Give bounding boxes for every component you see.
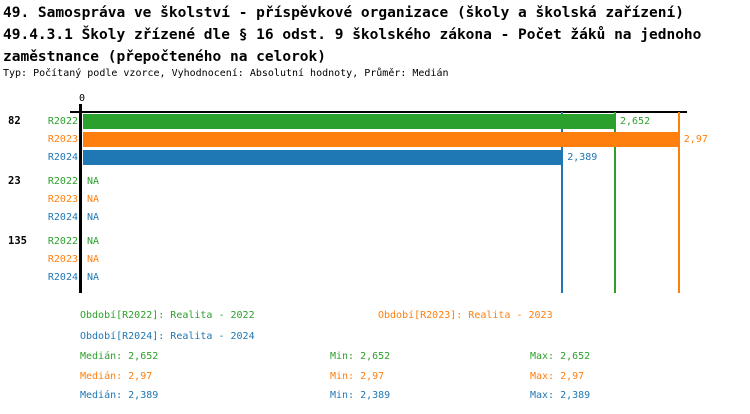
x-axis-line: [70, 111, 687, 113]
legend-period-r2024: Období[R2024]: Realita - 2024: [80, 331, 255, 342]
bar-value-label: 2,389: [567, 152, 598, 163]
series-label-r2022: R2022: [47, 176, 78, 187]
chart-subtitle: Typ: Počítaný podle vzorce, Vyhodnocení:…: [3, 68, 449, 79]
series-label-r2022: R2022: [47, 116, 78, 127]
na-label: NA: [87, 212, 100, 223]
category-label: 23: [8, 175, 21, 187]
stat-max-r2022: Max: 2,652: [530, 351, 591, 362]
median-line-r2022: [613, 112, 616, 293]
bar-r2024: [83, 150, 563, 165]
stat-max-r2023: Max: 2,97: [530, 371, 585, 382]
bar-value-label: 2,97: [683, 134, 708, 145]
series-label-r2022: R2022: [47, 236, 78, 247]
category-label: 135: [8, 235, 27, 247]
page-title-line-1: 49. Samospráva ve školství - příspěvkové…: [3, 5, 684, 21]
na-label: NA: [87, 272, 100, 283]
page-title-line-2: 49.4.3.1 Školy zřízené dle § 16 odst. 9 …: [3, 27, 702, 43]
series-label-r2024: R2024: [47, 272, 78, 283]
stat-min-r2023: Min: 2,97: [330, 371, 385, 382]
stat-median-r2023: Medián: 2,97: [80, 371, 153, 382]
series-label-r2023: R2023: [47, 194, 78, 205]
series-label-r2023: R2023: [47, 254, 78, 265]
legend-period-r2022: Období[R2022]: Realita - 2022: [80, 310, 255, 321]
na-label: NA: [87, 176, 100, 187]
stat-min-r2024: Min: 2,389: [330, 390, 391, 401]
series-label-r2024: R2024: [47, 152, 78, 163]
stat-min-r2022: Min: 2,652: [330, 351, 391, 362]
zero-tick-label: 0: [78, 93, 86, 104]
y-axis-line: [79, 104, 82, 293]
stat-median-r2024: Medián: 2,389: [80, 390, 159, 401]
page-title-line-3: zaměstnance (přepočteného na celorok): [3, 49, 327, 65]
bar-r2023: [83, 132, 679, 147]
stat-median-r2022: Medián: 2,652: [80, 351, 159, 362]
median-line-r2024: [561, 112, 564, 293]
median-line-r2023: [677, 112, 680, 293]
series-label-r2023: R2023: [47, 134, 78, 145]
legend-period-r2023: Období[R2023]: Realita - 2023: [378, 310, 553, 321]
na-label: NA: [87, 254, 100, 265]
stat-max-r2024: Max: 2,389: [530, 390, 591, 401]
series-label-r2024: R2024: [47, 212, 78, 223]
na-label: NA: [87, 194, 100, 205]
bar-r2022: [83, 114, 615, 129]
na-label: NA: [87, 236, 100, 247]
category-label: 82: [8, 115, 21, 127]
bar-value-label: 2,652: [619, 116, 651, 127]
